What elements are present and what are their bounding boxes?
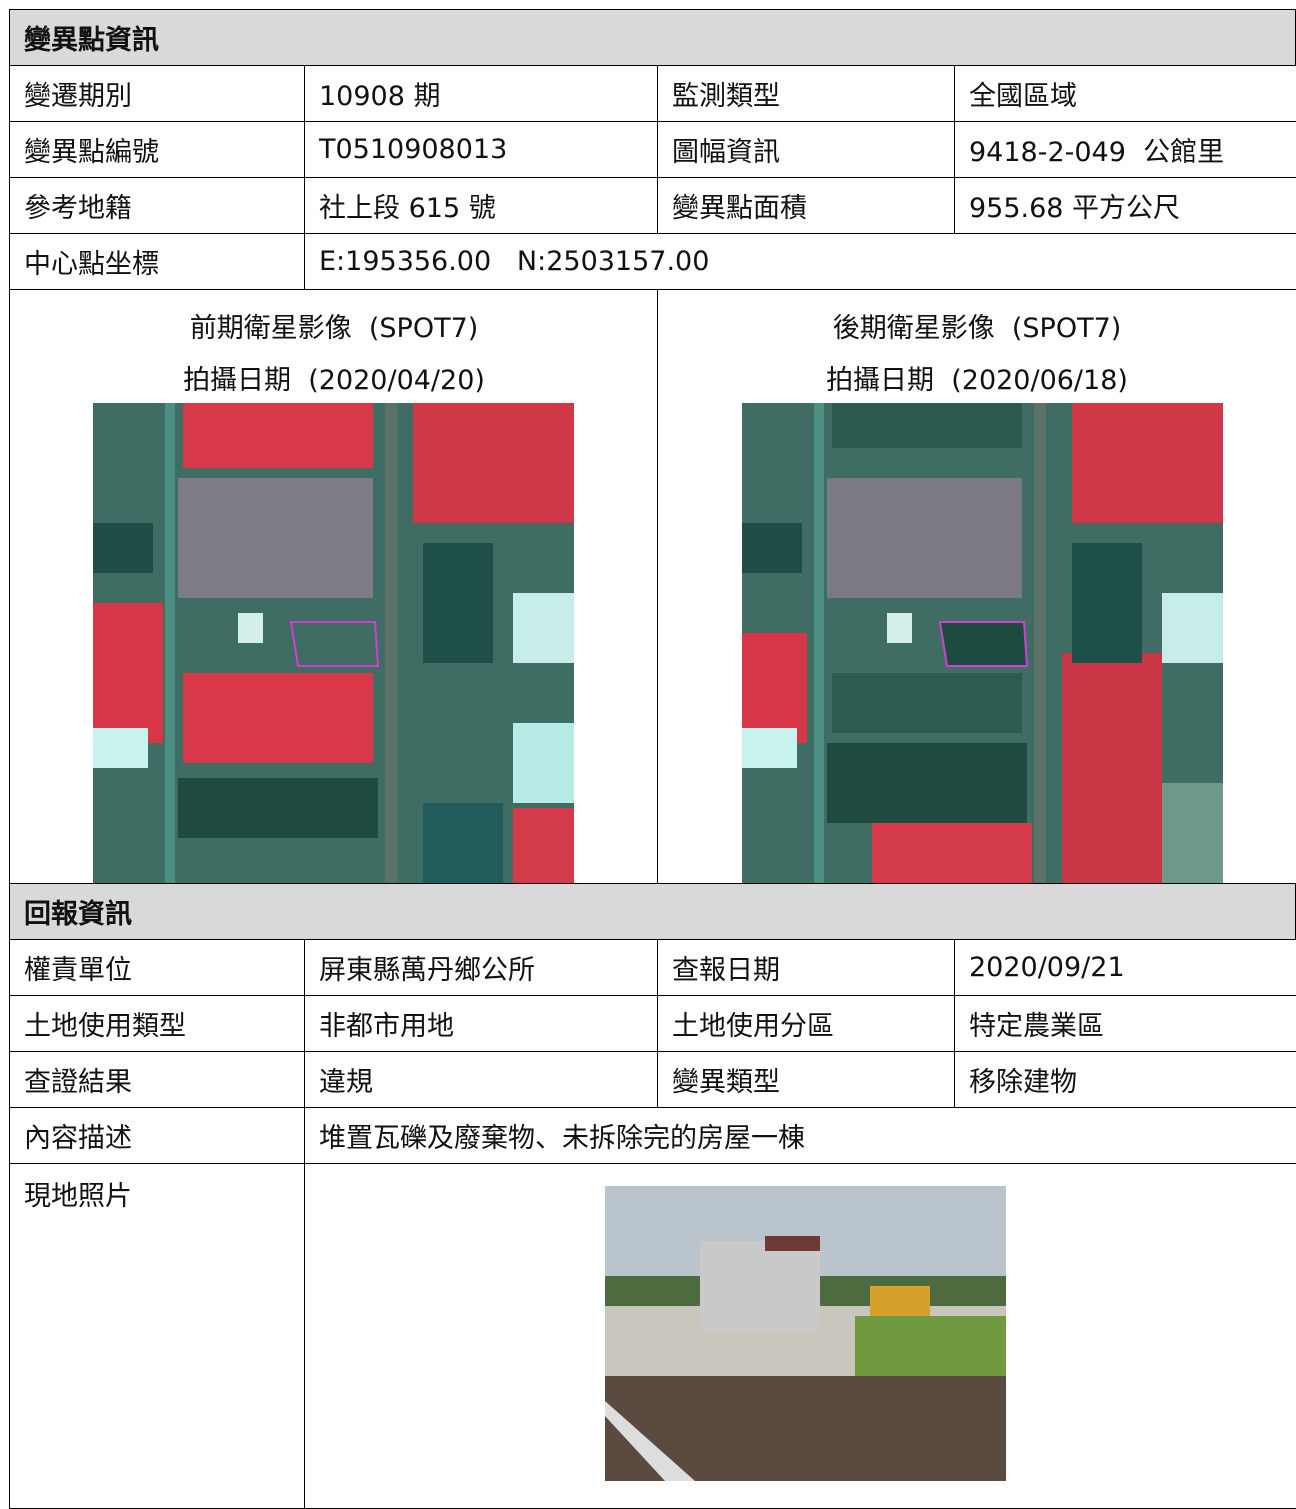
- field-label: 參考地籍: [9, 177, 305, 234]
- field-label: 查證結果: [9, 1051, 305, 1108]
- field-label: 變異類型: [657, 1051, 955, 1108]
- field-label: 查報日期: [657, 939, 955, 996]
- field-label: 圖幅資訊: [657, 121, 955, 178]
- field-label: 監測類型: [657, 65, 955, 122]
- field-value: 10908 期: [304, 65, 658, 122]
- field-label: 土地使用分區: [657, 995, 955, 1052]
- field-value: 違規: [304, 1051, 658, 1108]
- field-label: 中心點坐標: [9, 233, 305, 290]
- field-label: 變遷期別: [9, 65, 305, 122]
- field-label: 變異點面積: [657, 177, 955, 234]
- field-value: 非都市用地: [304, 995, 658, 1052]
- satellite-image-after: [742, 403, 1223, 884]
- satellite-image-before: [93, 403, 574, 884]
- field-label: 現地照片: [9, 1163, 305, 1509]
- field-value: 堆置瓦礫及廢棄物、未拆除完的房屋一棟: [304, 1107, 1296, 1164]
- field-label: 土地使用類型: [9, 995, 305, 1052]
- field-value: 955.68 平方公尺: [954, 177, 1296, 234]
- image-date: 拍攝日期 (2020/04/20): [183, 365, 485, 396]
- field-value: 移除建物: [954, 1051, 1296, 1108]
- image-date: 拍攝日期 (2020/06/18): [826, 365, 1128, 396]
- field-value: E:195356.00 N:2503157.00: [304, 233, 1296, 290]
- field-label: 變異點編號: [9, 121, 305, 178]
- field-value: T0510908013: [304, 121, 658, 178]
- image-caption: 前期衛星影像 (SPOT7): [189, 313, 479, 344]
- field-value: 9418-2-049 公館里: [954, 121, 1296, 178]
- section-title: 變異點資訊: [9, 9, 1296, 66]
- image-caption: 後期衛星影像 (SPOT7): [832, 313, 1122, 344]
- section-title: 回報資訊: [9, 883, 1296, 940]
- field-value: 2020/09/21: [954, 939, 1296, 996]
- site-photo: [605, 1186, 1006, 1481]
- field-value: 全國區域: [954, 65, 1296, 122]
- field-value: 社上段 615 號: [304, 177, 658, 234]
- field-value: 屏東縣萬丹鄉公所: [304, 939, 658, 996]
- field-label: 內容描述: [9, 1107, 305, 1164]
- field-label: 權責單位: [9, 939, 305, 996]
- field-value: 特定農業區: [954, 995, 1296, 1052]
